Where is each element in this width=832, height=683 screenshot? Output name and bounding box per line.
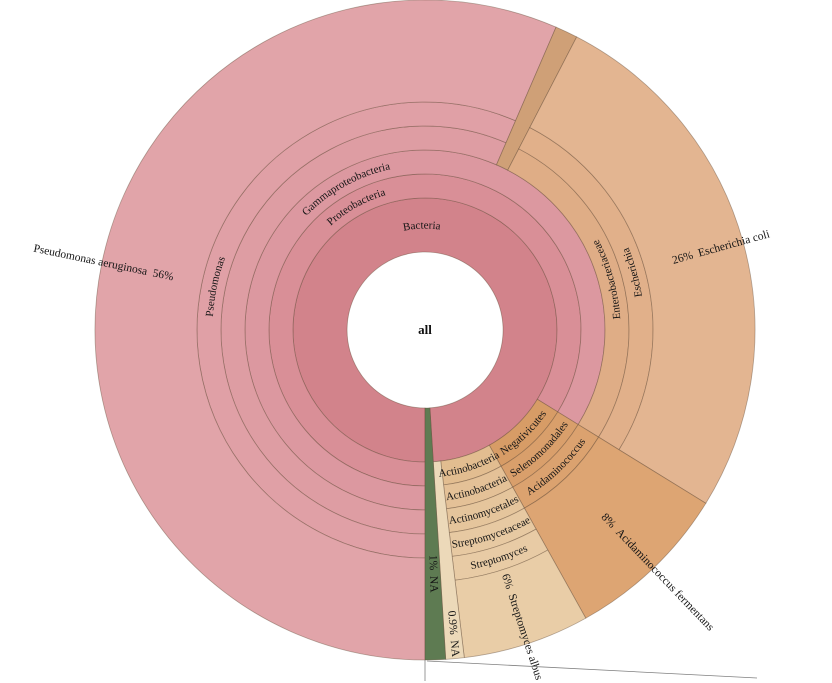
- segment-escherichia[interactable]: [518, 126, 654, 451]
- segment-actinomycetales[interactable]: [445, 486, 525, 533]
- center-label: all: [418, 322, 432, 337]
- segment-pseudomonas-aeruginosa[interactable]: [94, 0, 557, 661]
- segment-unlabeled[interactable]: [220, 125, 507, 535]
- segment-na[interactable]: [424, 407, 447, 661]
- segment-streptomycetaceae[interactable]: [448, 507, 537, 557]
- callout-label-na: 0.9% NA: [445, 610, 461, 658]
- segment-escherichia-coli[interactable]: [529, 36, 756, 504]
- ring-label-bacteria: Bacteria: [402, 219, 441, 233]
- segment-acidaminococcus-fermentans[interactable]: [523, 436, 707, 619]
- segment-actinobacteria[interactable]: [443, 465, 514, 510]
- callout-label-na: 1% NA: [426, 555, 439, 594]
- callout-line: [426, 660, 758, 679]
- segment-na[interactable]: [432, 460, 465, 660]
